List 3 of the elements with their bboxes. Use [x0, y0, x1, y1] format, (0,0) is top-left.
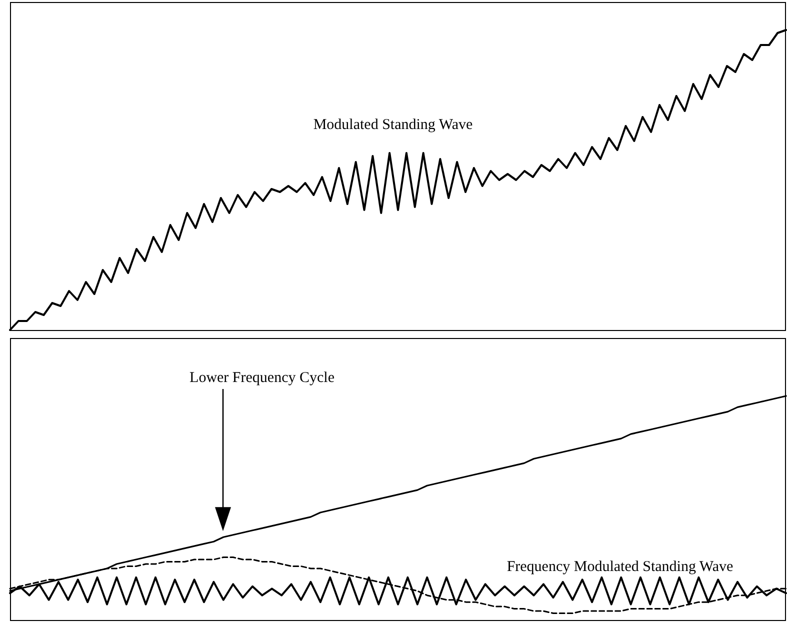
- text: Lower Frequency Cycle: [190, 370, 335, 386]
- annotation: Frequency Modulated Standing Wave: [506, 558, 734, 575]
- annotation: Modulated Standing Wave: [313, 116, 473, 133]
